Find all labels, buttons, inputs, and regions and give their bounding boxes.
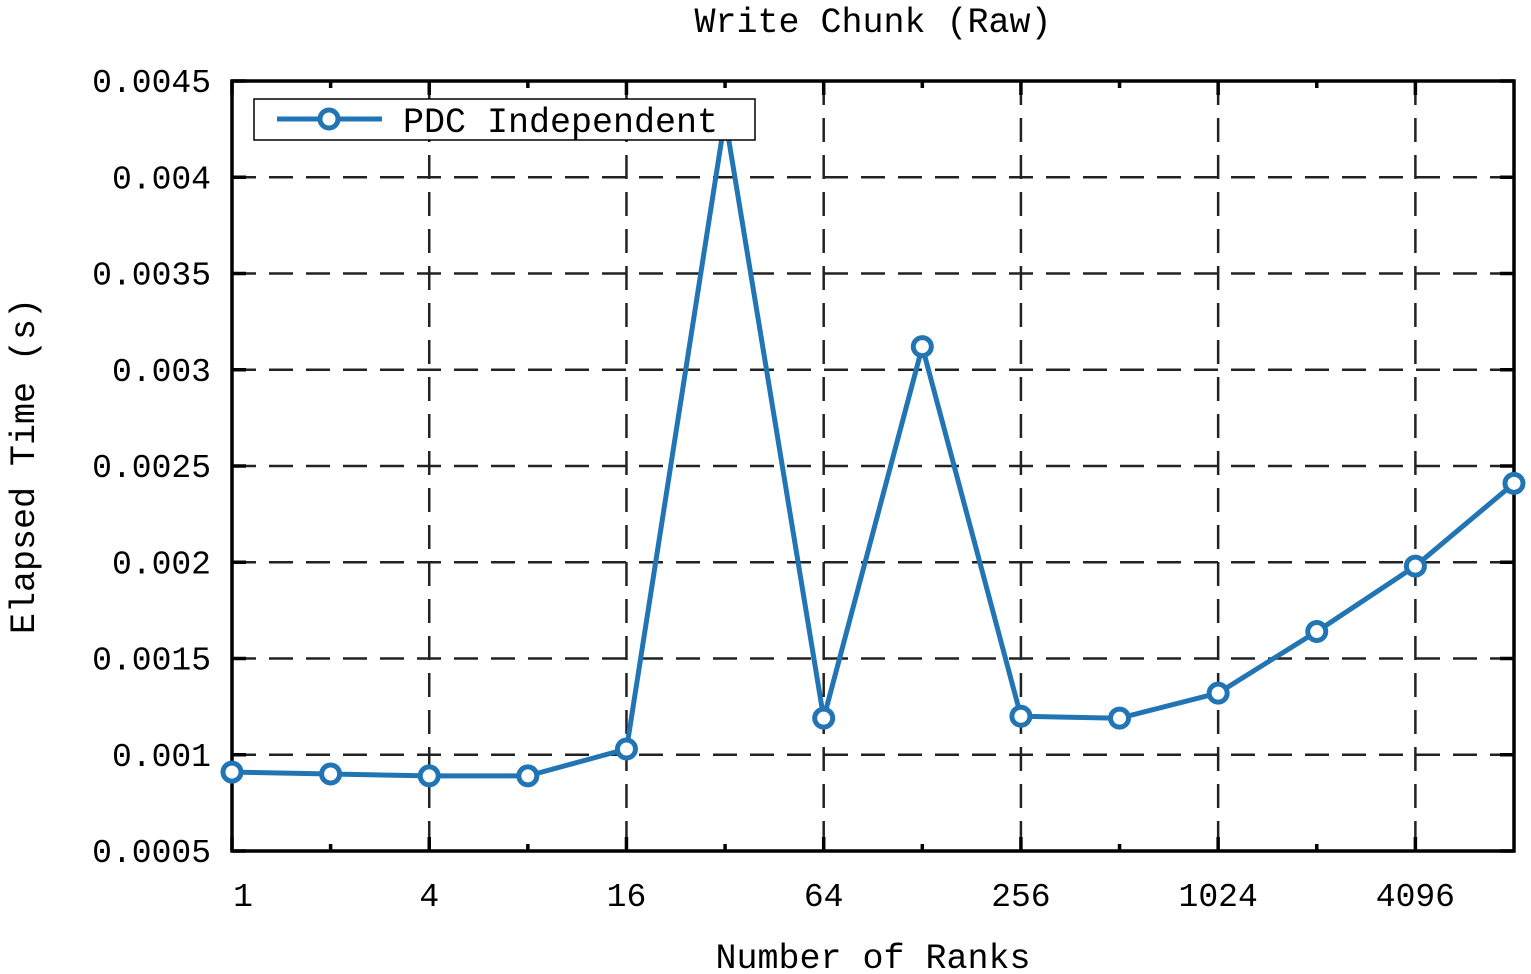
chart-title: Write Chunk (Raw) [694, 3, 1051, 43]
y-tick-label: 0.0005 [92, 835, 211, 872]
data-point [516, 764, 540, 788]
data-point [1206, 681, 1230, 705]
legend-label: PDC Independent [403, 103, 718, 143]
data-point [319, 762, 343, 786]
data-point [1009, 704, 1033, 728]
data-point [910, 335, 934, 359]
y-tick-label: 0.0025 [92, 450, 211, 487]
y-tick-label: 0.003 [112, 354, 211, 391]
legend-marker [317, 107, 341, 131]
grid-lines [232, 81, 1514, 851]
data-point [1305, 620, 1329, 644]
y-axis-label: Elapsed Time (s) [5, 298, 45, 634]
x-tick-label: 1024 [1179, 879, 1258, 916]
x-tick-label: 16 [607, 879, 647, 916]
y-tick-label: 0.001 [112, 739, 211, 776]
y-tick-label: 0.0045 [92, 65, 211, 102]
data-point [614, 737, 638, 761]
x-tick-label: 1 [233, 879, 253, 916]
tick-marks [230, 79, 1514, 853]
series-layer [220, 106, 1526, 788]
y-tick-label: 0.002 [112, 546, 211, 583]
legend: PDC Independent [253, 98, 756, 143]
y-tick-label: 0.0015 [92, 643, 211, 680]
data-point [812, 706, 836, 730]
y-tick-labels: 0.0005 0.001 0.0015 0.002 0.0025 0.003 0.0035 0… [92, 65, 211, 872]
x-tick-label: 256 [991, 879, 1050, 916]
x-tick-label: 4 [419, 879, 439, 916]
x-tick-label: 4096 [1376, 879, 1455, 916]
data-point [220, 760, 244, 784]
y-tick-label: 0.004 [112, 161, 211, 198]
series-line [231, 115, 1516, 779]
x-tick-label: 64 [804, 879, 844, 916]
y-tick-label: 0.0035 [92, 258, 211, 295]
data-point [1108, 706, 1132, 730]
data-point [417, 764, 441, 788]
x-tick-labels: 1 4 16 64 256 1024 4096 [233, 879, 1455, 916]
x-axis-label: Number of Ranks [715, 939, 1030, 974]
data-point [1403, 554, 1427, 578]
data-point [1502, 471, 1526, 495]
